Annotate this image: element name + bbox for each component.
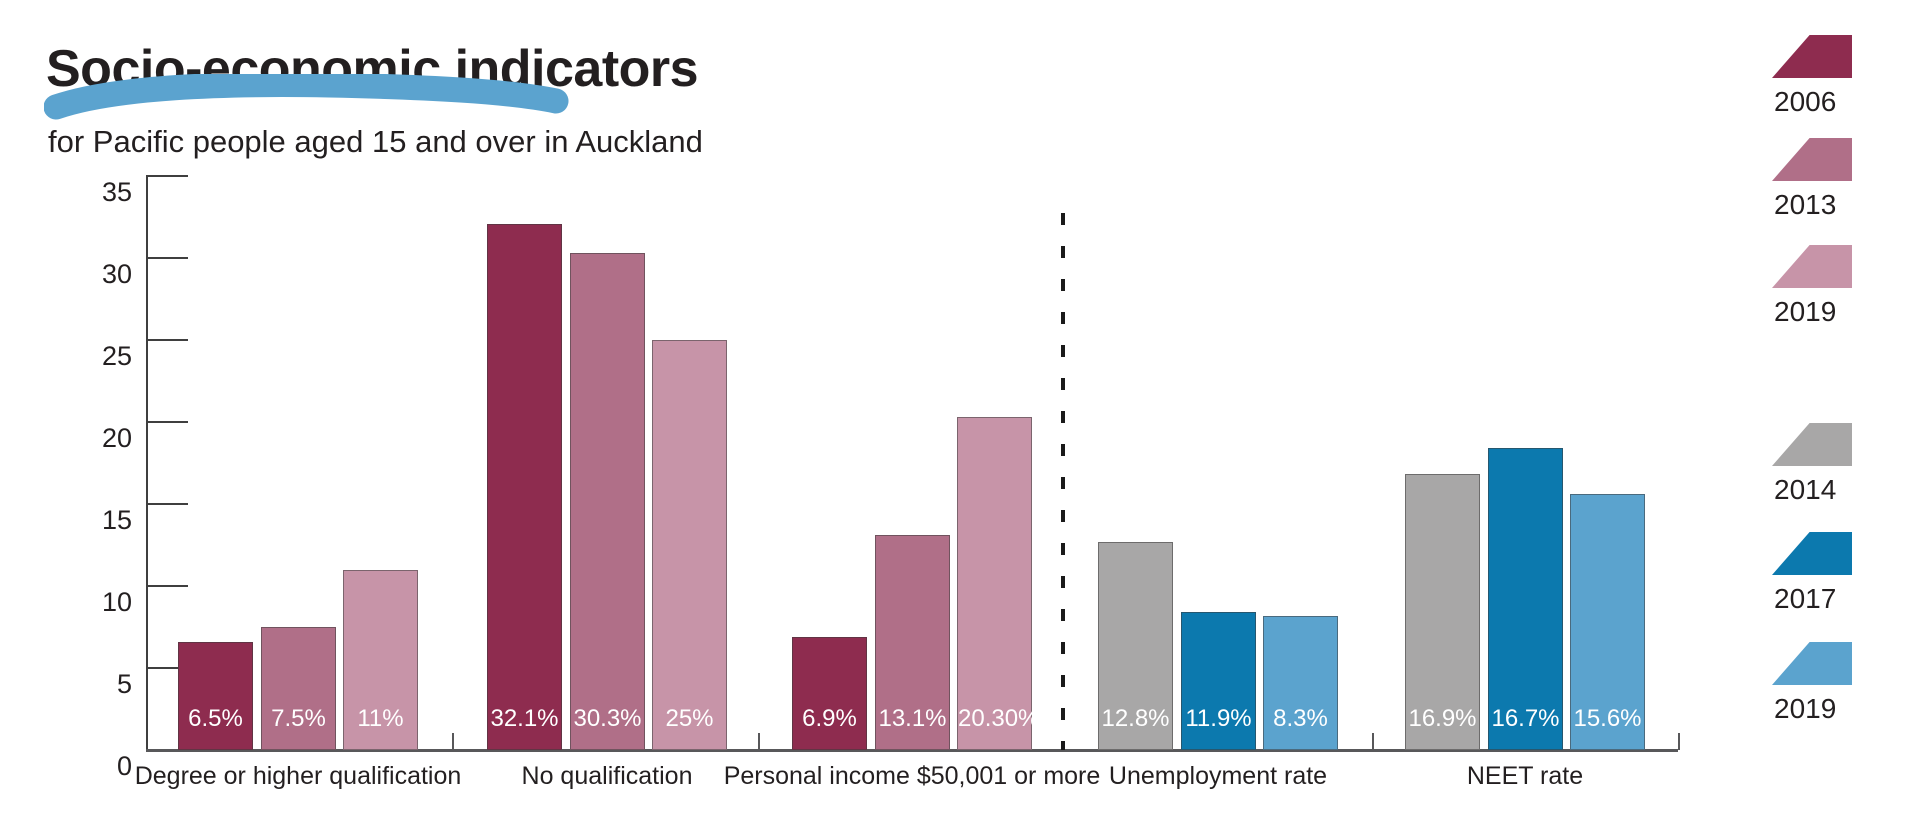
legend-year-label: 2014 [1774,474,1837,505]
bar-2014: 16.9% [1405,474,1480,750]
bar-value-label: 13.1% [878,705,947,732]
bar-2017: 11.9% [1181,612,1256,750]
bar-value-label: 32.1% [490,705,559,732]
category-label: NEET rate [1466,762,1584,790]
bar-2014: 12.8% [1098,542,1173,750]
x-axis-separator-tick [1678,733,1680,750]
category-label: Unemployment rate [1108,762,1328,790]
legend-swatch-2017 [1772,532,1852,575]
y-axis-tick-label: 30 [101,259,132,289]
y-axis-tick-label: 20 [101,423,132,453]
y-tick-line [146,339,188,341]
bar-value-label: 6.9% [802,705,857,732]
legend-year-label: 2017 [1774,583,1837,614]
x-axis-separator-tick [758,733,760,750]
legend-swatch-2014 [1772,423,1852,466]
bar-value-label: 12.8% [1101,705,1170,732]
section-divider-dashed-line [1061,213,1065,750]
bar-2013: 13.1% [875,535,950,750]
bar-2013: 7.5% [261,627,336,750]
bar-2013: 30.3% [570,253,645,750]
bar-value-label: 20.30% [958,705,1040,732]
legend-year-label: 2019 [1774,693,1837,724]
category-label: Personal income $50,001 or more [723,762,1101,790]
bar-value-label: 25% [665,705,714,732]
bar-value-label: 16.9% [1408,705,1477,732]
y-tick-line [146,257,188,259]
bar-2019: 15.6% [1570,494,1645,750]
y-axis-tick-label: 25 [101,341,132,371]
bar-value-label: 11% [357,705,404,732]
bar-2017: 16.7% [1488,448,1563,750]
x-axis-separator-tick [1372,733,1374,750]
legend-swatch-2019 [1772,245,1852,288]
category-label: Degree or higher qualification [134,762,462,790]
y-axis-tick-label: 35 [101,177,132,207]
bar-2006: 6.9% [792,637,867,750]
y-tick-line [146,667,188,669]
bar-2019: 8.3% [1263,616,1338,750]
y-tick-line [146,175,188,177]
y-tick-line [146,585,188,587]
bar-2006: 6.5% [178,642,253,750]
bar-value-label: 15.6% [1573,705,1642,732]
bar-2019: 11% [343,570,418,750]
legend-swatch-2019 [1772,642,1852,685]
y-axis-line [146,176,148,750]
bar-value-label: 16.7% [1491,705,1560,732]
y-axis-tick-label: 0 [116,751,132,781]
bar-value-label: 6.5% [188,705,243,732]
legend-year-label: 2019 [1774,296,1837,327]
bar-2019: 20.30% [957,417,1040,750]
y-axis-tick-label: 10 [101,587,132,617]
page-subtitle: for Pacific people aged 15 and over in A… [48,124,703,159]
x-axis-separator-tick [452,733,454,750]
bar-value-label: 30.3% [573,705,642,732]
y-axis-tick-label: 5 [116,669,132,699]
bar-2019: 25% [652,340,727,750]
y-tick-line [146,503,188,505]
title-underline-brush-icon [44,74,569,120]
legend-year-label: 2006 [1774,86,1837,117]
bar-2006: 32.1% [487,224,562,750]
y-axis-tick-label: 15 [101,505,132,535]
legend-swatch-2013 [1772,138,1852,181]
y-tick-line [146,421,188,423]
category-label: No qualification [521,762,693,790]
bar-value-label: 11.9% [1185,705,1252,732]
legend-swatch-2006 [1772,35,1852,78]
legend-year-label: 2013 [1774,189,1837,220]
x-axis-line [146,749,1678,752]
bar-value-label: 7.5% [271,705,326,732]
bar-value-label: 8.3% [1273,705,1328,732]
